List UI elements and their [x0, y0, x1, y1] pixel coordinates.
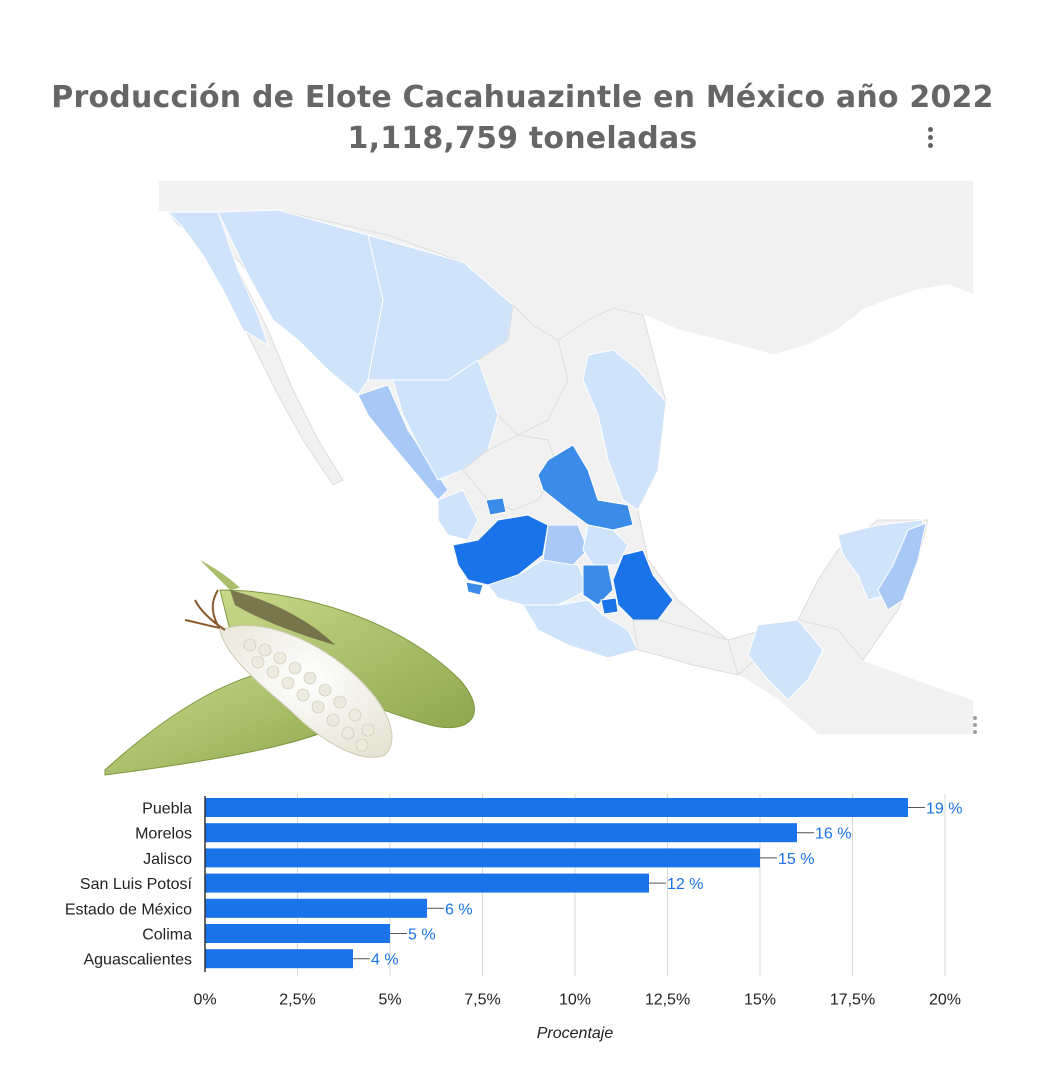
bar-san-luis-potos-[interactable]: [205, 873, 649, 893]
bar-estado-de-m-xico[interactable]: [205, 898, 427, 918]
x-tick-labels: 0% 2,5% 5% 7,5% 10% 12,5% 15% 17,5% 20%: [193, 991, 961, 1008]
x-tick-label: 17,5%: [830, 991, 875, 1008]
x-tick-label: 15%: [744, 991, 776, 1008]
data-label: 6 %: [445, 901, 473, 918]
more-options-icon[interactable]: [928, 127, 934, 151]
state-quintana-roo: [877, 522, 927, 611]
category-label: Puebla: [142, 801, 192, 818]
x-tick-label: 10%: [559, 991, 591, 1008]
x-tick-label: 2,5%: [279, 991, 315, 1008]
x-tick-label: 7,5%: [464, 991, 500, 1008]
data-label: 19 %: [926, 801, 962, 818]
state-estado-de-mexico: [582, 564, 614, 606]
kernel-dots: [243, 638, 375, 752]
back-husk-dark: [230, 590, 335, 645]
chart-subtitle: 1,118,759 toneladas: [347, 121, 698, 156]
data-label: 12 %: [667, 876, 703, 893]
x-tick-label: 0%: [193, 991, 216, 1008]
x-axis-label: Procentaje: [537, 1025, 614, 1042]
bar-chart-svg: 19 % 16 %15 % 12 % 6 % 5 % 4 % Puebla Morelos J…: [65, 794, 962, 1042]
state-san-luis-potosi: [537, 444, 634, 531]
data-label: 15 %: [778, 851, 814, 868]
data-label: 4 %: [371, 952, 399, 969]
category-label: San Luis Potosí: [80, 876, 193, 893]
bar-jalisco[interactable]: [205, 848, 760, 868]
x-tick-label: 20%: [929, 991, 961, 1008]
corn-silk: [184, 589, 226, 631]
x-tick-label: 12,5%: [645, 991, 690, 1008]
bar-morelos[interactable]: [205, 823, 797, 843]
state-guerrero: [522, 599, 639, 659]
corn-cob-icon: [104, 560, 475, 776]
state-baja-north: [166, 211, 269, 347]
state-jalisco: [452, 514, 549, 586]
bar-colima[interactable]: [205, 924, 390, 943]
bars: 19 % 16 %15 % 12 % 6 % 5 % 4 %: [205, 798, 962, 969]
data-label: 5 %: [408, 927, 436, 944]
category-label: Morelos: [135, 826, 192, 843]
state-tamaulipas: [582, 349, 667, 511]
chart-title: Producción de Elote Cacahuazintle en Méx…: [51, 80, 994, 115]
map-options-icon[interactable]: [973, 716, 979, 737]
bar-puebla[interactable]: [205, 798, 908, 817]
state-nayarit: [437, 489, 479, 541]
category-label: Estado de México: [65, 901, 192, 918]
state-colima: [465, 581, 484, 596]
bar-aguascalientes[interactable]: [205, 949, 353, 969]
state-coahuila: [477, 303, 569, 436]
category-label: Aguascalientes: [83, 952, 192, 969]
husk-tip: [200, 560, 240, 590]
state-aguascalientes: [485, 497, 507, 516]
state-chiapas: [747, 619, 824, 701]
data-label: 16 %: [815, 826, 851, 843]
state-guanajuato: [542, 524, 589, 566]
x-tick-label: 5%: [378, 991, 401, 1008]
state-morelos: [600, 597, 619, 615]
state-oaxaca: [632, 619, 739, 676]
category-label: Colima: [142, 927, 192, 944]
category-labels: Puebla Morelos Jalisco San Luis Potosí Estad…: [65, 801, 193, 969]
bar-chart: 19 % 16 % 15 % 12 % 6 % 5 % 4 % Puebla Morelos J…: [0, 780, 1045, 1080]
state-queretaro-hidalgo: [582, 524, 629, 566]
category-label: Jalisco: [143, 851, 192, 868]
state-sinaloa: [357, 384, 449, 501]
